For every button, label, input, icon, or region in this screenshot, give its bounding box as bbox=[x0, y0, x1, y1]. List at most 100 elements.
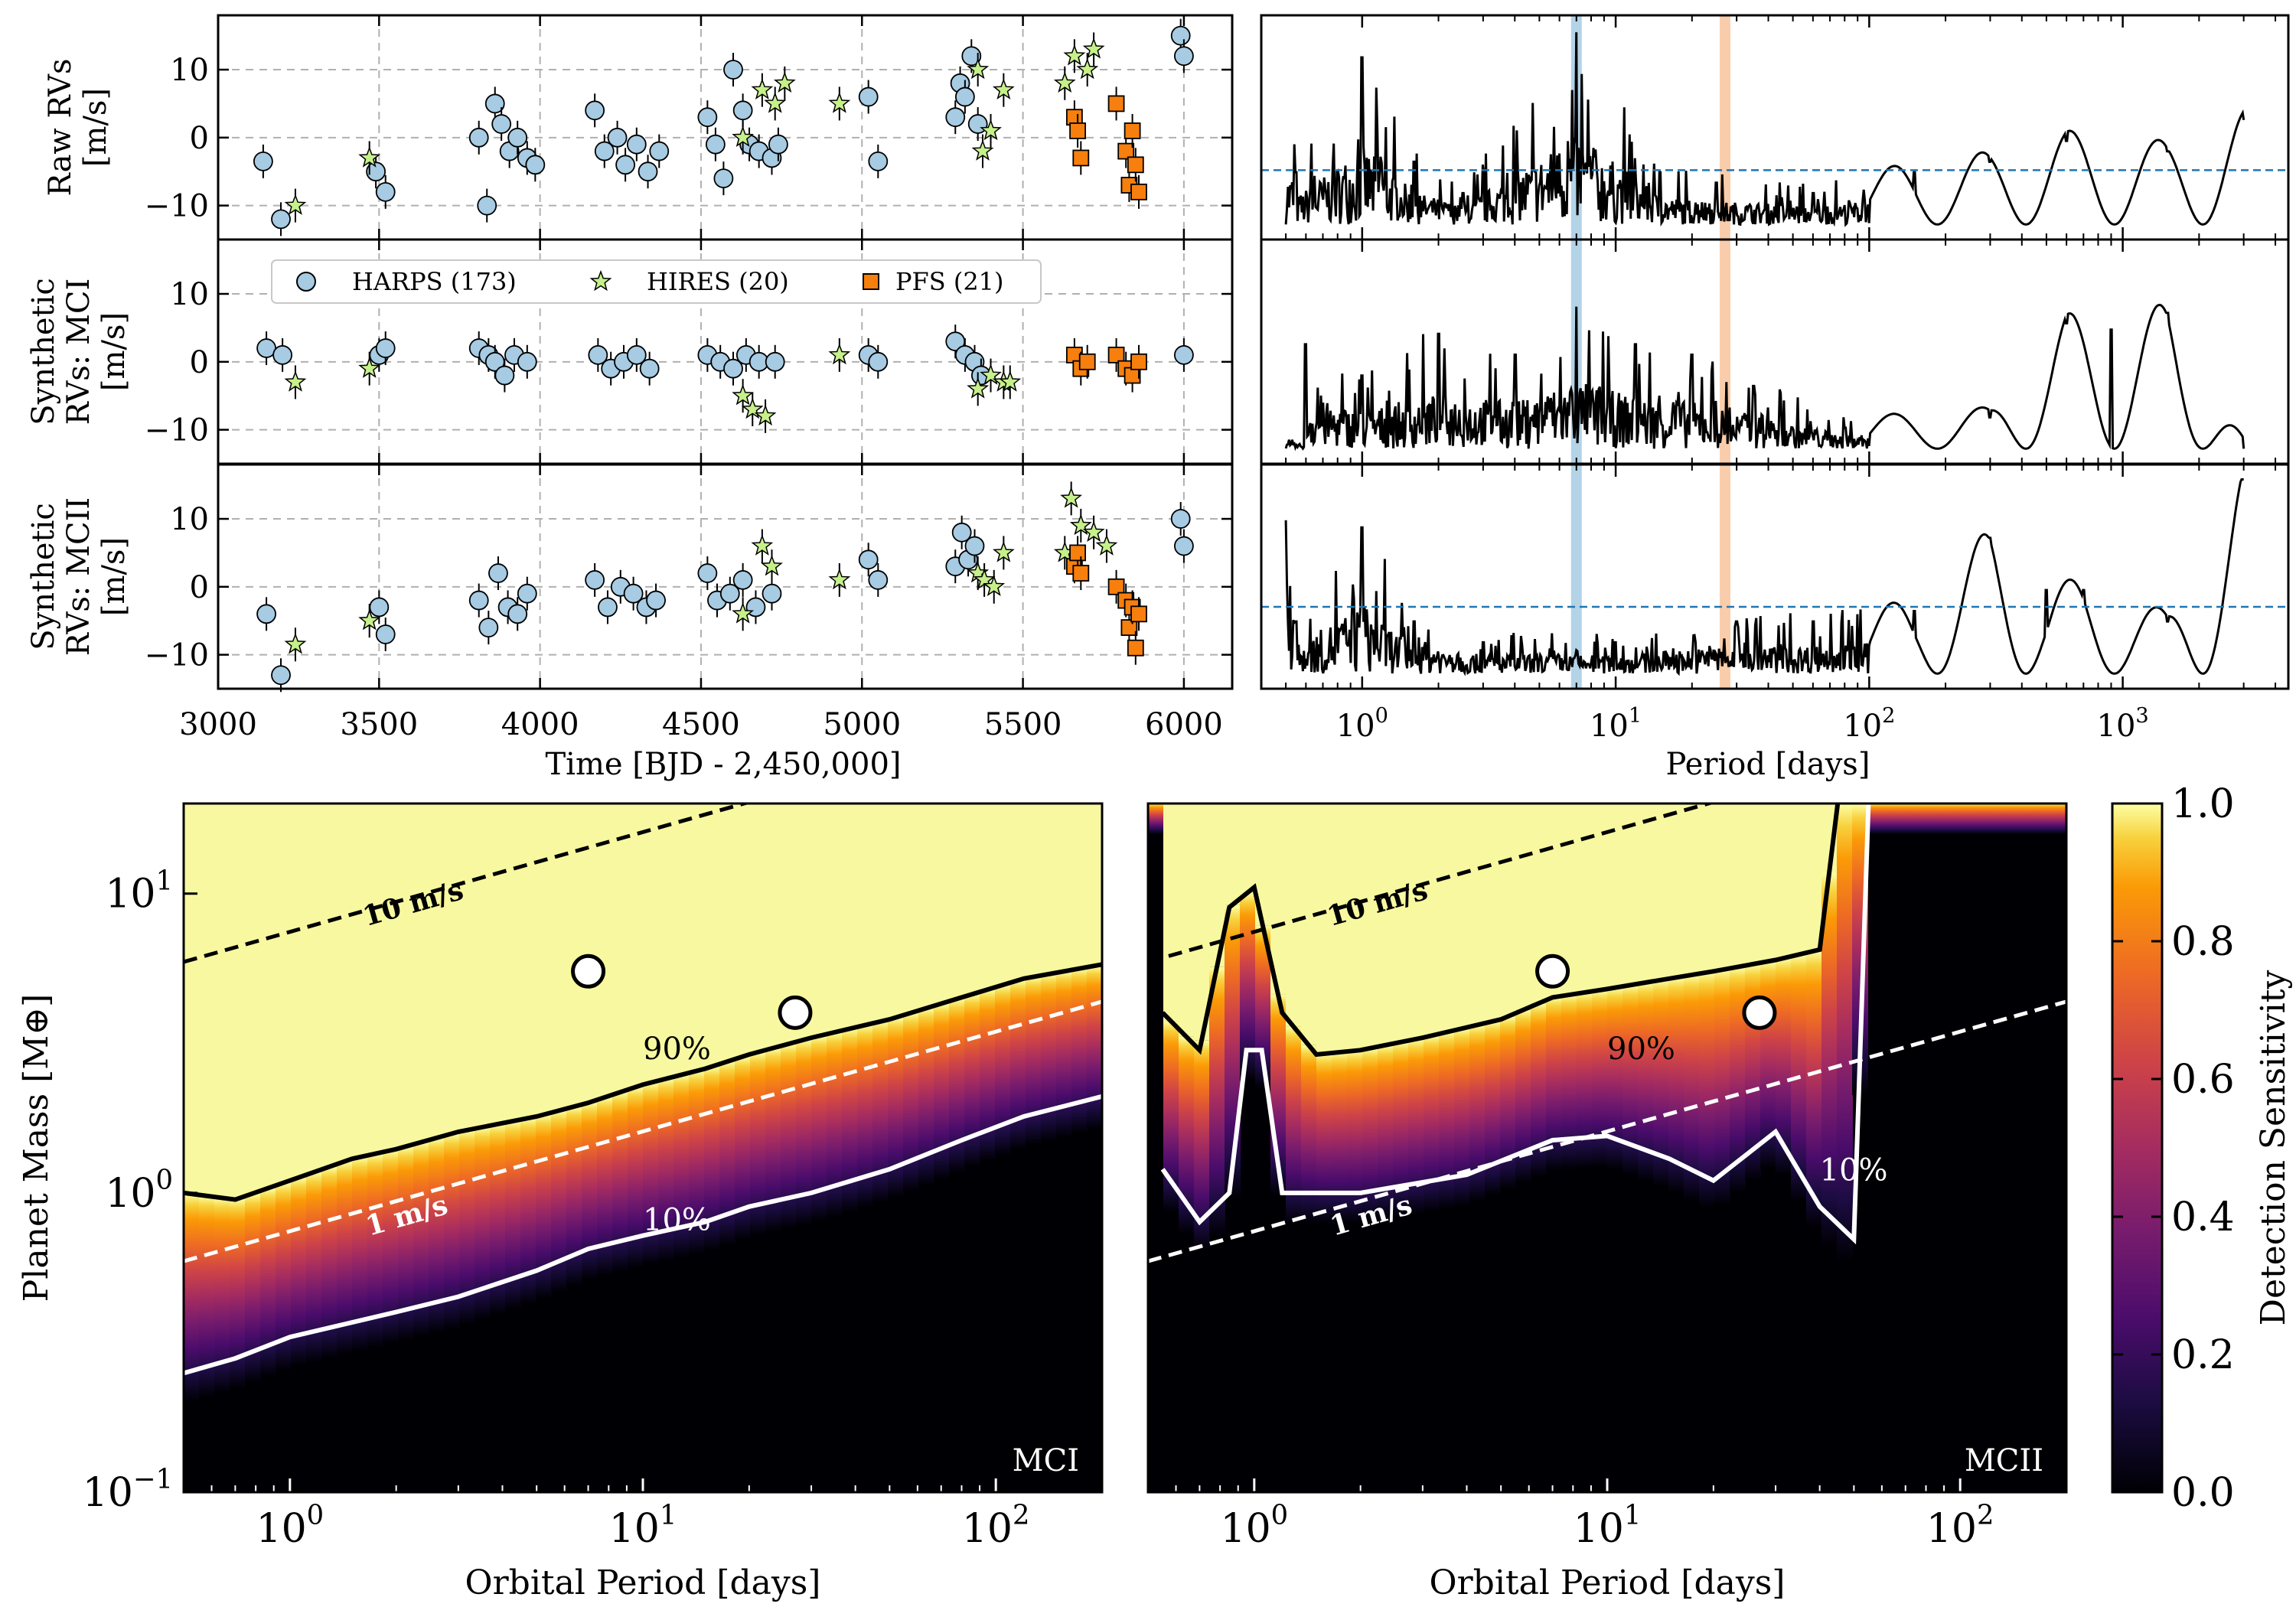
colorbar-tick-label: 0.2 bbox=[2171, 1332, 2235, 1378]
rv-point-pfs bbox=[1127, 639, 1144, 657]
contour-label-10: 10% bbox=[643, 1203, 711, 1238]
colorbar-tick-label: 1.0 bbox=[2171, 781, 2235, 827]
rv-point-harps bbox=[623, 583, 644, 604]
rv-panel-mcii: 10 0 −10 3000 3500 4000 4500 5000 5500 6000 bbox=[145, 463, 1234, 742]
rv-ytick-label: −10 bbox=[145, 413, 209, 448]
rv-point-harps bbox=[868, 351, 889, 372]
rv-point-harps bbox=[366, 161, 386, 182]
rv-ylabel-mci: SyntheticRVs: MCI[m/s] bbox=[26, 278, 132, 425]
rv-point-hires bbox=[967, 57, 990, 80]
rv-ytick-label: 10 bbox=[170, 53, 209, 88]
rv-point-pfs bbox=[1069, 122, 1086, 139]
rv-point-hires bbox=[773, 71, 796, 93]
contour-label-90: 90% bbox=[643, 1032, 711, 1067]
rv-point-pfs bbox=[1130, 183, 1147, 200]
rv-point-harps bbox=[507, 127, 528, 148]
rv-point-harps bbox=[253, 151, 273, 171]
rv-point-harps bbox=[723, 358, 743, 379]
rv-point-harps bbox=[588, 345, 608, 365]
rv-point-pfs bbox=[1078, 353, 1096, 370]
rv-point-hires bbox=[732, 384, 755, 406]
rv-point-hires bbox=[358, 357, 381, 378]
contour-10 bbox=[184, 1094, 1102, 1376]
rv-point-hires bbox=[999, 370, 1022, 392]
periodogram-mci bbox=[1260, 238, 2290, 465]
rv-xlabel: Time [BJD - 2,450,000] bbox=[545, 747, 901, 782]
rv-point-hires bbox=[1063, 44, 1086, 66]
rv-point-harps bbox=[626, 345, 647, 365]
rv-point-harps bbox=[723, 60, 743, 80]
rv-point-hires bbox=[741, 397, 764, 419]
contour-label-90: 90% bbox=[1607, 1032, 1675, 1067]
map-ytick-label: 10−1 bbox=[83, 1464, 173, 1516]
rv-point-harps bbox=[594, 141, 615, 161]
legend-harps-label: HARPS (173) bbox=[352, 267, 517, 296]
rv-point-harps bbox=[468, 127, 489, 148]
rv-point-harps bbox=[468, 590, 489, 611]
contour-label-10: 10% bbox=[1820, 1153, 1888, 1188]
rv-point-harps bbox=[375, 624, 396, 644]
rv-point-harps bbox=[626, 134, 647, 155]
periodogram-xtick-label: 100 bbox=[1336, 704, 1388, 744]
rv-xtick-label: 5000 bbox=[823, 707, 901, 742]
periodogram-xtick-label: 101 bbox=[1590, 704, 1642, 744]
contour-10 bbox=[1160, 804, 1871, 1245]
rv-point-hires bbox=[971, 139, 994, 161]
rv-point-harps bbox=[517, 583, 537, 604]
rv-point-harps bbox=[646, 590, 666, 611]
rv-point-hires bbox=[751, 78, 774, 99]
rv-point-hires bbox=[754, 404, 777, 426]
rv-xtick-label: 3000 bbox=[179, 707, 257, 742]
map-panel-label: MCI bbox=[1013, 1443, 1079, 1478]
legend-entry-harps: HARPS (173) bbox=[296, 267, 517, 296]
rv-point-hires bbox=[358, 609, 381, 631]
rv-point-hires bbox=[751, 534, 774, 556]
map-xtick-label: 100 bbox=[256, 1500, 324, 1552]
map-reference-line bbox=[184, 804, 752, 964]
rv-point-harps bbox=[768, 134, 788, 155]
rv-ytick-label: 0 bbox=[190, 345, 209, 380]
rv-point-hires bbox=[992, 541, 1015, 562]
rv-point-pfs bbox=[1072, 149, 1090, 167]
rv-point-harps bbox=[732, 570, 753, 590]
rv-point-pfs bbox=[1069, 544, 1086, 562]
rv-point-hires bbox=[284, 370, 307, 392]
map-xtick-label: 102 bbox=[962, 1500, 1030, 1552]
rv-point-pfs bbox=[1107, 578, 1125, 595]
rv-panel-mci: 10 0 −10 bbox=[145, 238, 1234, 465]
rv-point-harps bbox=[638, 161, 658, 182]
rv-point-pfs bbox=[1130, 353, 1147, 370]
contour-90 bbox=[1160, 804, 1841, 1058]
rv-point-harps bbox=[964, 536, 985, 556]
rv-point-hires bbox=[983, 575, 1006, 597]
rv-point-harps bbox=[491, 114, 512, 134]
legend-hires-label: HIRES (20) bbox=[647, 267, 789, 296]
periodogram-power-line bbox=[1284, 478, 2244, 676]
rv-point-hires bbox=[764, 92, 787, 113]
periodogram-xtick-label: 102 bbox=[1843, 704, 1895, 744]
rv-point-harps bbox=[477, 195, 497, 216]
map-ytick-label: 101 bbox=[105, 865, 173, 917]
rv-point-harps bbox=[272, 345, 293, 365]
rv-point-hires bbox=[732, 125, 755, 148]
rv-point-harps bbox=[1170, 25, 1191, 46]
rv-ytick-label: 0 bbox=[190, 121, 209, 156]
map-xtick-label: 101 bbox=[1574, 1500, 1642, 1552]
legend-entry-pfs: PFS (21) bbox=[863, 267, 1004, 296]
map-xtick-label: 101 bbox=[609, 1500, 677, 1552]
rv-point-harps bbox=[478, 618, 499, 637]
rv-ytick-label: 0 bbox=[190, 570, 209, 605]
planet-marker bbox=[1742, 995, 1777, 1030]
colorbar-tick-label: 0.8 bbox=[2171, 919, 2235, 965]
rv-point-harps bbox=[1170, 509, 1191, 529]
rv-point-hires bbox=[1069, 513, 1092, 536]
rv-point-hires bbox=[1053, 71, 1076, 93]
map-reference-line bbox=[1148, 999, 2066, 1263]
periodogram-power-line bbox=[1284, 32, 2245, 227]
rv-point-harps bbox=[615, 155, 636, 175]
rv-point-hires bbox=[828, 568, 851, 590]
rv-point-harps bbox=[507, 604, 528, 624]
rv-point-hires bbox=[967, 377, 990, 399]
planet-marker bbox=[571, 953, 606, 989]
